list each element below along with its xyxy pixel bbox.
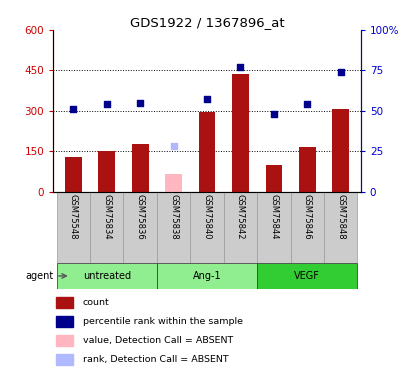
Text: GSM75836: GSM75836 [135,194,144,240]
Point [70,106,76,112]
Bar [223,192,256,263]
Point [237,64,243,70]
Text: GSM75842: GSM75842 [236,194,244,239]
Bar [56,316,73,327]
Bar [56,354,73,365]
Point [337,69,343,75]
Text: value, Detection Call = ABSENT: value, Detection Call = ABSENT [82,336,232,345]
Bar [56,192,90,263]
Bar [298,147,315,192]
Bar [323,192,357,263]
Bar [132,144,148,192]
Bar [123,192,157,263]
Point [103,101,110,107]
Text: percentile rank within the sample: percentile rank within the sample [82,317,242,326]
Text: Ang-1: Ang-1 [192,271,221,281]
Bar [190,192,223,263]
Text: count: count [82,298,109,307]
Bar [198,112,215,192]
Point [270,111,276,117]
Text: GSM75548: GSM75548 [69,194,78,239]
Bar [290,192,323,263]
Bar [157,192,190,263]
Bar [90,192,123,263]
Bar [56,335,73,346]
Text: GSM75834: GSM75834 [102,194,111,239]
Bar [65,157,81,192]
Bar [56,297,73,308]
Bar [165,174,182,192]
Bar [157,263,256,288]
Point [203,96,210,102]
Text: GSM75840: GSM75840 [202,194,211,239]
Text: rank, Detection Call = ABSENT: rank, Detection Call = ABSENT [82,355,227,364]
Point [170,143,176,149]
Bar [56,263,157,288]
Text: GSM75846: GSM75846 [302,194,311,239]
Text: untreated: untreated [83,271,130,281]
Bar [256,192,290,263]
Point [303,101,310,107]
Bar [332,110,348,192]
Bar [98,151,115,192]
Text: VEGF: VEGF [294,271,319,281]
Text: GSM75844: GSM75844 [269,194,278,239]
Bar [231,74,248,192]
Text: agent: agent [26,271,54,281]
Bar [256,263,357,288]
Title: GDS1922 / 1367896_at: GDS1922 / 1367896_at [129,16,284,29]
Bar [265,165,281,192]
Point [137,100,143,106]
Text: GSM75848: GSM75848 [335,194,344,239]
Text: GSM75838: GSM75838 [169,194,178,240]
